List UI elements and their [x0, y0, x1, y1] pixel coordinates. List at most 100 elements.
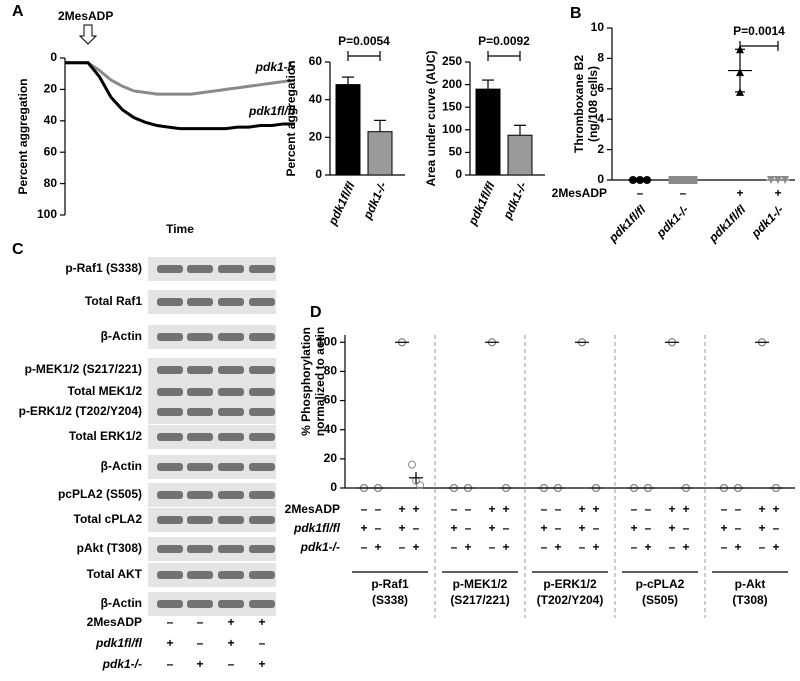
arrow: [78, 24, 98, 45]
blot-band: [187, 571, 213, 579]
condition-sign: –: [631, 502, 638, 516]
y-tick-label: 80: [324, 364, 338, 378]
condition-sign: –: [451, 540, 458, 554]
bar: [475, 88, 501, 176]
condition-label: pdk1fl/fl: [293, 521, 341, 535]
condition-sign: +: [554, 540, 561, 554]
condition-sign: –: [197, 615, 204, 629]
condition-sign: +: [720, 521, 727, 535]
condition-sign: +: [668, 521, 675, 535]
condition-sign: +: [450, 521, 457, 535]
blot-band: [249, 298, 275, 306]
group-label: (T308): [732, 593, 767, 607]
blot-band: [187, 366, 213, 374]
bar: [335, 84, 361, 176]
blot-band: [187, 491, 213, 499]
group-label: p-MEK1/2: [453, 577, 508, 591]
blot-band: [157, 388, 183, 396]
x-tick-label: pdk1-/-: [360, 180, 390, 222]
condition-sign: +: [227, 615, 234, 629]
condition-label: pdk1-/-: [300, 540, 340, 554]
blot-band: [187, 333, 213, 341]
condition-sign: +: [668, 502, 675, 516]
y-tick-label: 250: [442, 54, 462, 68]
condition-sign: –: [451, 502, 458, 516]
blot-row-label: Total MEK1/2: [68, 384, 143, 398]
blot-band: [218, 388, 244, 396]
condition-sign: –: [669, 540, 676, 554]
y-tick-label: 0: [597, 172, 604, 186]
group-label: p-Raf1: [371, 577, 409, 591]
condition-sign: –: [361, 540, 368, 554]
blot-band: [249, 491, 275, 499]
blot-band: [218, 571, 244, 579]
condition-sign: +: [540, 521, 547, 535]
group-label: (S217/221): [450, 593, 509, 607]
condition-sign: +: [398, 502, 405, 516]
condition-sign: –: [489, 540, 496, 554]
blot-band: [187, 545, 213, 553]
blot-band: [249, 600, 275, 608]
condition-sign: –: [375, 521, 382, 535]
condition-sign: –: [259, 636, 266, 650]
condition-sign: –: [773, 521, 780, 535]
y-tick-label: 40: [324, 422, 338, 436]
condition-sign: –: [413, 521, 420, 535]
blot-band: [157, 265, 183, 273]
group-label: p-Akt: [735, 577, 766, 591]
blot-band: [218, 408, 244, 416]
condition-sign: +: [488, 502, 495, 516]
blot-band: [218, 516, 244, 524]
condition-sign: +: [592, 540, 599, 554]
blot-band: [187, 265, 213, 273]
y-tick-label: 8: [597, 51, 604, 65]
y-tick-label: 60: [44, 144, 58, 158]
blot-band: [249, 408, 275, 416]
y-tick-label: 4: [597, 111, 604, 125]
group-label: (S505): [642, 593, 678, 607]
y-tick-label: 6: [597, 81, 604, 95]
series-label: pdk1-/-: [255, 60, 295, 74]
blot-band: [218, 265, 244, 273]
blot-band: [218, 600, 244, 608]
condition-sign: +: [196, 657, 203, 671]
condition-sign: –: [167, 615, 174, 629]
y-tick-label: 10: [591, 20, 605, 34]
blot-band: [157, 516, 183, 524]
blot-row-label: Total AKT: [87, 567, 143, 581]
blot-row-label: p-Raf1 (S338): [65, 261, 142, 275]
blot-band: [187, 433, 213, 441]
y-tick-label: 0: [330, 480, 337, 494]
blot-row-label: Total Raf1: [85, 294, 142, 308]
treatment-sign: +: [774, 186, 781, 200]
condition-sign: +: [682, 502, 689, 516]
blot-band: [157, 408, 183, 416]
condition-sign: +: [464, 540, 471, 554]
y-tick-label: 60: [309, 54, 323, 68]
treatment-sign: –: [680, 186, 687, 200]
blot-band: [218, 491, 244, 499]
blot-band: [218, 366, 244, 374]
group-label: (T202/Y204): [537, 593, 604, 607]
x-tick-label: pdk1-/-: [653, 202, 691, 240]
condition-sign: +: [772, 502, 779, 516]
blot-row-label: pcPLA2 (S505): [58, 487, 142, 501]
blot-band: [157, 433, 183, 441]
blot-band: [249, 516, 275, 524]
treatment-label: 2MesADP: [552, 186, 607, 200]
blot-row-label: p-MEK1/2 (S217/221): [25, 362, 142, 376]
condition-sign: +: [758, 502, 765, 516]
x-tick-label: pdk1fl/fl: [465, 179, 498, 228]
bar: [367, 131, 393, 176]
condition-sign: +: [398, 521, 405, 535]
condition-label: pdk1-/-: [102, 657, 142, 671]
blot-band: [218, 298, 244, 306]
blot-row-label: pAkt (T308): [77, 541, 142, 555]
condition-sign: +: [502, 540, 509, 554]
bar: [507, 134, 533, 176]
p-value: P=0.0092: [478, 34, 530, 48]
y-tick-label: 0: [455, 167, 462, 181]
condition-sign: +: [682, 540, 689, 554]
condition-sign: –: [735, 521, 742, 535]
